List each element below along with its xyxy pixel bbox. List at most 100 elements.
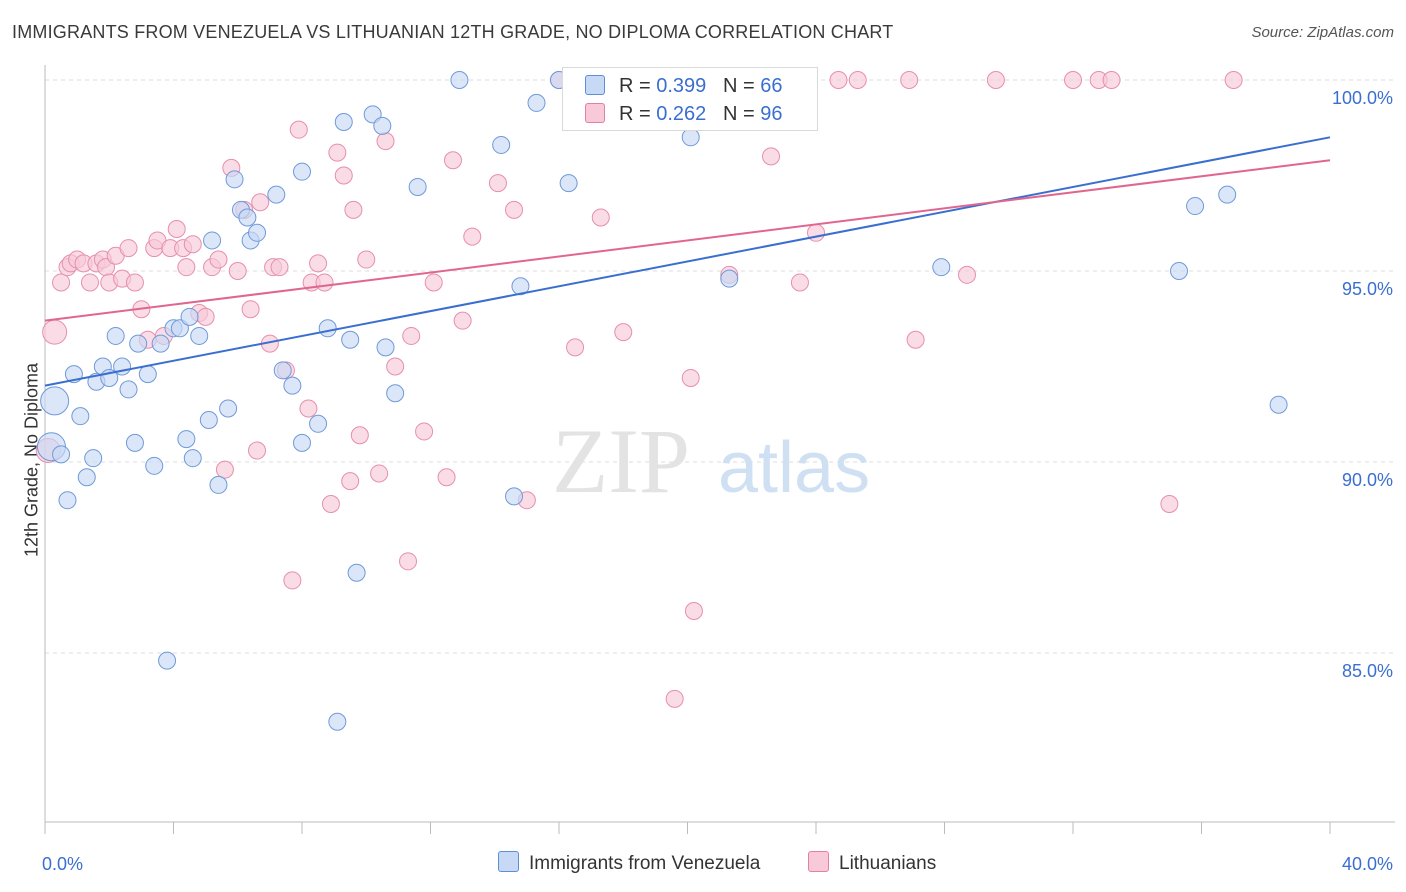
venezuela-point: [129, 334, 148, 353]
venezuela-point: [190, 326, 209, 345]
lithuanian-point: [270, 258, 289, 277]
venezuela-point: [293, 162, 311, 181]
venezuela-point: [1218, 185, 1237, 204]
legend-n-value: 66: [760, 75, 783, 97]
venezuela-point: [376, 338, 395, 357]
lithuanian-point: [167, 219, 186, 238]
venezuela-point: [386, 384, 405, 403]
trend-lines: [44, 136, 1331, 387]
venezuela-point: [309, 414, 328, 433]
lithuanian-point: [241, 300, 260, 319]
lithuanian-point: [762, 147, 781, 166]
venezuela-point: [283, 376, 302, 395]
venezuela-point: [145, 456, 164, 475]
lithuanian-point: [52, 273, 71, 292]
lithuanian-point: [334, 166, 353, 185]
venezuela-point: [119, 380, 138, 399]
tick-labels: 100.0% 95.0% 90.0% 85.0% 0.0% 40.0%: [42, 88, 1393, 874]
lithuanian-point: [684, 601, 703, 620]
venezuela-point: [71, 407, 90, 426]
lithuanian-point: [209, 250, 228, 269]
lithuanian-point: [1160, 495, 1179, 514]
lithuanian-point: [341, 472, 360, 491]
lithuanian-point: [370, 464, 389, 483]
venezuela-point: [180, 307, 199, 326]
lithuanian-point: [309, 254, 328, 273]
lithuanian-point: [321, 495, 340, 514]
venezuela-point: [209, 475, 228, 494]
bottom-legend-lithuanians: Lithuanians: [808, 851, 936, 875]
lithuanian-point: [614, 323, 633, 342]
bottom-legend-swatch-blue: [498, 851, 519, 872]
venezuela-point: [219, 399, 238, 418]
lithuanians-points: [35, 71, 1243, 708]
venezuela-trend-line: [44, 136, 1331, 387]
venezuela-point: [158, 651, 177, 670]
watermark-zip: ZIP: [552, 410, 690, 512]
chart-source: Source: ZipAtlas.com: [1251, 24, 1394, 41]
venezuela-point: [511, 277, 530, 296]
lithuanian-point: [251, 193, 270, 212]
legend-swatch-pink: [585, 103, 605, 123]
lithuanian-point: [591, 208, 610, 227]
lithuanian-point: [848, 71, 867, 89]
venezuela-point: [505, 487, 524, 506]
venezuela-point: [681, 128, 700, 147]
bottom-legend-label: Lithuanians: [839, 853, 937, 874]
y-tick-label: 95.0%: [1342, 279, 1393, 299]
legend-n-label: N =: [722, 75, 755, 97]
lithuanian-point: [315, 273, 334, 292]
lithuanian-point: [386, 357, 405, 376]
lithuanian-point: [681, 368, 700, 387]
lithuanian-point: [80, 273, 99, 292]
venezuela-point: [170, 319, 189, 338]
legend-r-value: 0.262: [656, 103, 707, 125]
watermark-atlas: atlas: [718, 428, 870, 508]
venezuela-point: [151, 334, 170, 353]
lithuanian-point: [350, 426, 369, 445]
lithuanian-point: [289, 120, 308, 139]
lithuanian-point: [183, 235, 202, 254]
venezuela-point: [273, 361, 292, 380]
lithuanian-point: [196, 307, 215, 326]
venezuela-point: [318, 319, 337, 338]
lithuanian-point: [299, 399, 318, 418]
venezuela-point: [58, 491, 77, 510]
venezuela-point: [183, 449, 202, 468]
lithuanian-point: [415, 422, 434, 441]
lithuanian-point: [790, 273, 809, 292]
venezuela-point: [138, 365, 157, 384]
lithuanian-point: [665, 689, 684, 708]
lithuanian-point: [357, 250, 376, 269]
venezuela-points: [36, 71, 1288, 731]
lithuanian-point: [505, 200, 524, 219]
venezuela-point: [40, 386, 70, 416]
venezuela-point: [267, 185, 286, 204]
lithuanian-point: [402, 326, 421, 345]
venezuela-point: [341, 330, 360, 349]
chart-title: IMMIGRANTS FROM VENEZUELA VS LITHUANIAN …: [12, 22, 894, 42]
venezuela-point: [347, 563, 366, 582]
legend-swatch-blue: [585, 75, 605, 95]
venezuela-point: [373, 116, 392, 135]
venezuela-point: [84, 449, 103, 468]
lithuanian-point: [228, 262, 247, 280]
gridlines: [45, 79, 1395, 654]
lithuanian-point: [443, 151, 462, 170]
lithuanian-point: [986, 71, 1005, 89]
bottom-legend-label: Immigrants from Venezuela: [529, 853, 761, 874]
venezuela-point: [203, 231, 222, 250]
lithuanian-point: [119, 239, 138, 258]
venezuela-point: [328, 712, 347, 731]
venezuela-point: [334, 113, 353, 132]
lithuanian-point: [177, 258, 196, 277]
lithuanian-point: [248, 441, 267, 460]
legend-r-label: R =: [619, 103, 651, 125]
venezuela-point: [225, 170, 244, 189]
lithuanian-point: [283, 571, 302, 590]
venezuela-point: [177, 430, 196, 449]
venezuela-point: [1186, 197, 1205, 216]
venezuela-point: [559, 174, 578, 193]
venezuela-point: [106, 326, 125, 345]
lithuanian-point: [1102, 71, 1121, 89]
